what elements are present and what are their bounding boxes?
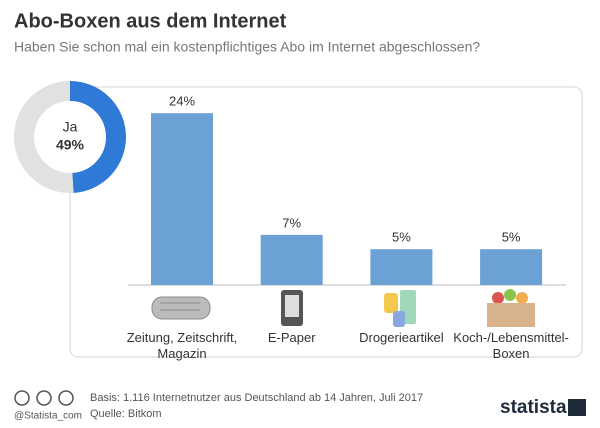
value-label: 5% <box>502 230 521 245</box>
bar <box>151 113 213 285</box>
value-label: 24% <box>169 94 195 109</box>
donut-value: 49% <box>56 137 85 153</box>
logo: statista <box>500 397 567 418</box>
donut-label: Ja <box>63 119 78 135</box>
category-label: Zeitung, Zeitschrift, Magazin <box>126 330 238 361</box>
bar <box>480 249 543 285</box>
handle: @Statista_com <box>14 411 82 422</box>
newspaper-icon <box>151 296 211 320</box>
value-label: 7% <box>282 215 301 230</box>
bar <box>370 249 433 285</box>
basis: Basis: 1.116 Internetnutzer aus Deutschl… <box>90 392 423 404</box>
ereader-icon <box>281 290 303 326</box>
license-icons <box>14 390 74 406</box>
bar <box>260 234 323 285</box>
source: Quelle: Bitkom <box>90 408 162 420</box>
category-label: E-Paper <box>267 330 316 345</box>
drugstore-icon <box>384 290 416 327</box>
value-label: 5% <box>392 230 411 245</box>
logo-mark <box>568 399 586 416</box>
donut-slice <box>69 81 126 193</box>
donut-slice <box>14 81 74 193</box>
foodbox-icon <box>487 289 535 327</box>
chart-title: Abo-Boxen aus dem Internet <box>14 10 287 32</box>
category-label: Koch-/Lebensmittel-Boxen <box>453 330 569 361</box>
chart-subtitle: Haben Sie schon mal ein kostenpflichtige… <box>14 39 480 55</box>
category-label: Drogerieartikel <box>359 330 444 345</box>
